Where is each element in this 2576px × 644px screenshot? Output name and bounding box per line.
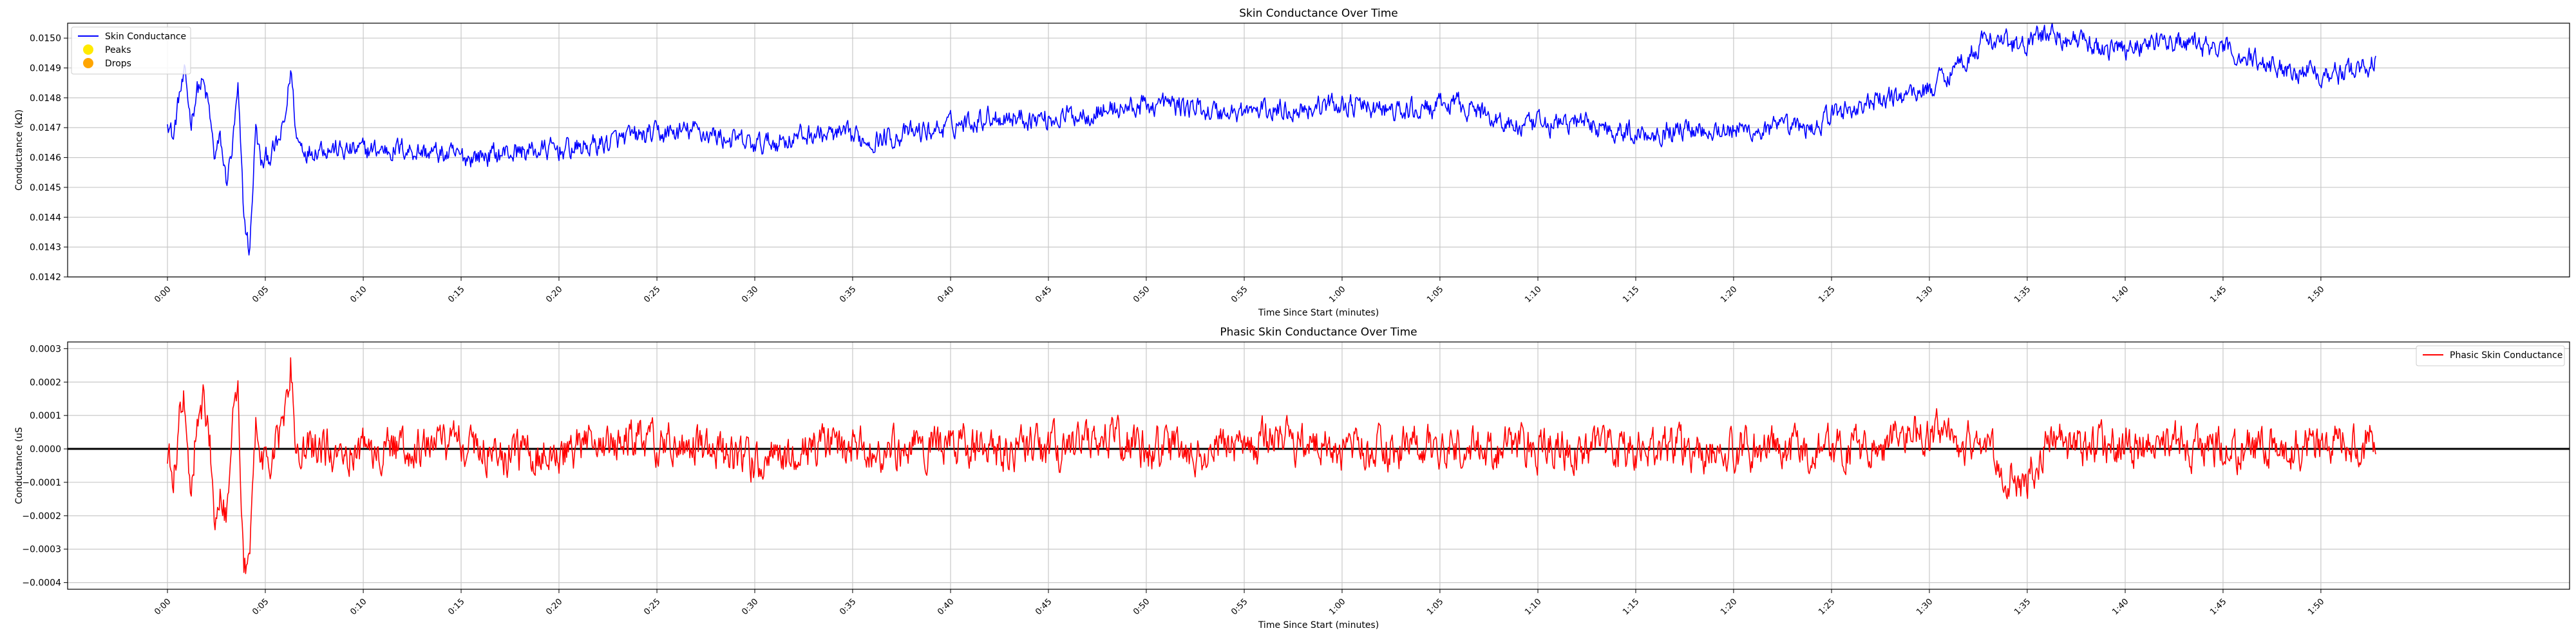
legend-swatch-marker <box>83 44 93 55</box>
bottom-chart-y-tick-label: −0.0003 <box>22 545 61 555</box>
bottom-chart-legend-box <box>2416 345 2565 366</box>
bottom-chart-y-tick-label: −0.0001 <box>22 478 61 488</box>
top-chart-y-tick-label: 0.0147 <box>30 123 61 133</box>
top-chart-grid <box>68 23 2570 278</box>
top-chart-series <box>167 23 2376 256</box>
bottom-chart-y-tick-label: 0.0002 <box>30 377 61 388</box>
bottom-chart-legend: Phasic Skin Conductance <box>2416 345 2565 366</box>
top-chart-legend-box <box>71 26 191 75</box>
top-chart-y-tick-label: 0.0145 <box>30 183 61 193</box>
bottom-chart-y-tick-label: −0.0002 <box>22 511 61 522</box>
legend-label: Phasic Skin Conductance <box>2450 350 2562 361</box>
top-chart-y-tick-label: 0.0144 <box>30 213 61 223</box>
bottom-chart-y-tick-label: 0.0003 <box>30 344 61 354</box>
top-chart-legend: Skin Conductance Peaks Drops <box>71 26 191 75</box>
bottom-chart-y-axis-label: Conductance (uS <box>14 427 24 504</box>
top-chart-series-line <box>167 23 2376 256</box>
bottom-chart-series <box>167 357 2376 574</box>
legend-label: Peaks <box>105 45 131 55</box>
top-chart-y-ticks: 0.0142 0.0143 0.0144 0.0145 0.0146 0.0147 0.01… <box>30 33 68 283</box>
bottom-chart-title: Phasic Skin Conductance Over Time <box>1220 326 1417 339</box>
top-chart-y-tick-label: 0.0148 <box>30 93 61 104</box>
top-chart-y-tick-label: 0.0149 <box>30 64 61 74</box>
bottom-chart-y-tick-label: 0.0001 <box>30 411 61 421</box>
bottom-chart-frame <box>67 341 2570 590</box>
legend-label: Drops <box>105 59 131 69</box>
bottom-chart-y-tick-label: 0.0000 <box>30 444 61 455</box>
top-chart-y-tick-label: 0.0142 <box>30 272 61 283</box>
top-chart-y-tick-label: 0.0143 <box>30 243 61 253</box>
top-chart-y-tick-label: 0.0146 <box>30 153 61 164</box>
top-chart-frame <box>67 23 2570 278</box>
legend-swatch-marker <box>83 58 93 68</box>
bottom-chart-series-line <box>167 357 2376 574</box>
top-chart-y-axis-label: Conductance (kΩ) <box>14 109 24 191</box>
top-chart-x-axis-label: Time Since Start (minutes) <box>1258 308 1379 318</box>
bottom-chart-y-tick-label: −0.0004 <box>22 578 61 589</box>
bottom-chart-y-ticks: −0.0004 −0.0003 −0.0002 −0.0001 0.0000 0.0001… <box>22 344 68 589</box>
bottom-chart-x-axis-label: Time Since Start (minutes) <box>1258 620 1379 630</box>
top-chart-title: Skin Conductance Over Time <box>1239 7 1397 20</box>
legend-label: Skin Conductance <box>105 32 186 42</box>
top-chart-y-tick-label: 0.0150 <box>30 33 61 44</box>
